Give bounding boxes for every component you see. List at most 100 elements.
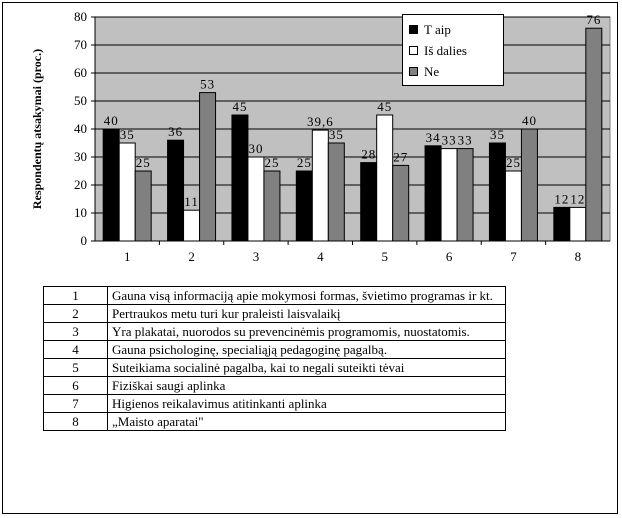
bar-3 <box>199 92 217 242</box>
data-label: 36 <box>168 124 183 139</box>
bar-2 <box>504 170 522 242</box>
x-tick-label: 8 <box>575 249 582 264</box>
category-legend-table: 1 Gauna visą informaciją apie mokymosi fo… <box>43 286 506 431</box>
bar-2 <box>311 129 329 242</box>
row-number: 1 <box>43 286 108 305</box>
bar-2 <box>183 209 201 242</box>
legend-label: Ne <box>424 63 440 79</box>
y-tick-label: 10 <box>74 205 87 220</box>
legend-label: Iš dalies <box>424 42 467 58</box>
bar-1 <box>295 170 313 242</box>
data-label: 27 <box>393 149 408 164</box>
row-description: „Maisto aparatai" <box>107 412 506 431</box>
row-description: Yra plakatai, nuorodos su prevencinėmis … <box>107 322 506 341</box>
legend-label: T aip <box>424 21 451 37</box>
table-row: 7 Higienos reikalavimus atitinkanti aplin… <box>43 394 506 413</box>
row-description: Gauna psichologinę, specialiąją pedagogi… <box>107 340 506 359</box>
bar-1 <box>553 206 571 242</box>
table-row: 2 Pertraukos metu turi kur praleisti lais… <box>43 304 506 323</box>
table-row: 4 Gauna psichologinę, specialiąją pedagog… <box>43 340 506 359</box>
data-label: 33 <box>458 133 473 148</box>
x-tick-label: 7 <box>510 249 517 264</box>
bar-2 <box>376 114 394 242</box>
row-number: 6 <box>43 376 108 395</box>
table-row: 8 „Maisto aparatai" <box>43 412 506 431</box>
data-label: 33 <box>442 133 457 148</box>
legend-item: Ne <box>409 61 497 82</box>
x-tick-label: 2 <box>188 249 195 264</box>
row-description: Fiziškai saugi aplinka <box>107 376 506 395</box>
bar-3 <box>263 170 281 242</box>
legend-swatch <box>409 25 418 34</box>
bar-3 <box>327 142 345 242</box>
row-description: Suteikiama socialinė pagalba, kai to neg… <box>107 358 506 377</box>
y-tick-label: 20 <box>74 177 87 192</box>
bar-3 <box>392 164 410 242</box>
data-label: 12 <box>570 191 585 206</box>
y-tick-label: 80 <box>74 9 87 24</box>
bar-1 <box>231 114 249 242</box>
data-label: 40 <box>522 113 537 128</box>
row-number: 8 <box>43 412 108 431</box>
row-description: Pertraukos metu turi kur praleisti laisv… <box>107 304 506 323</box>
data-label: 25 <box>136 155 151 170</box>
row-number: 5 <box>43 358 108 377</box>
bar-2 <box>247 156 265 242</box>
bar-3 <box>585 27 603 242</box>
row-number: 7 <box>43 394 108 413</box>
data-label: 45 <box>377 99 392 114</box>
legend-swatch <box>409 46 418 55</box>
y-tick-label: 50 <box>74 93 87 108</box>
bar-1 <box>488 142 506 242</box>
data-label: 35 <box>490 127 505 142</box>
data-label: 25 <box>297 155 312 170</box>
figure-frame <box>2 2 618 514</box>
row-number: 2 <box>43 304 108 323</box>
y-tick-label: 40 <box>74 121 87 136</box>
data-label: 53 <box>200 77 215 92</box>
legend-item: Iš dalies <box>409 40 497 61</box>
bar-1 <box>424 145 442 242</box>
data-label: 30 <box>248 141 263 156</box>
x-tick-label: 5 <box>381 249 388 264</box>
data-label: 35 <box>120 127 135 142</box>
bar-chart: 0 10 20 30 40 50 60 70 80 Respondentų atsakymai (… <box>30 9 611 264</box>
data-label: 12 <box>554 191 569 206</box>
data-label: 25 <box>506 155 521 170</box>
y-tick-label: 30 <box>74 149 87 164</box>
bar-3 <box>134 170 152 242</box>
bar-2 <box>569 206 587 242</box>
legend-item: T aip <box>409 19 497 40</box>
data-label: 34 <box>426 130 441 145</box>
row-description: Gauna visą informaciją apie mokymosi for… <box>107 286 506 305</box>
chart-legend: T aip Iš dalies Ne <box>402 14 504 86</box>
bar-2 <box>118 142 136 242</box>
bar-2 <box>440 148 458 242</box>
bar-1 <box>167 139 185 242</box>
data-label: 45 <box>232 99 247 114</box>
bar-1 <box>102 128 120 242</box>
y-tick-label: 60 <box>74 65 87 80</box>
x-tick-label: 4 <box>317 249 324 264</box>
row-number: 4 <box>43 340 108 359</box>
x-tick-label: 6 <box>446 249 453 264</box>
y-tick-label: 70 <box>74 37 87 52</box>
bar-3 <box>456 148 474 242</box>
bar-3 <box>520 128 538 242</box>
x-tick-label: 3 <box>253 249 260 264</box>
table-row: 3 Yra plakatai, nuorodos su prevencinėmis… <box>43 322 506 341</box>
x-tick-label: 1 <box>124 249 131 264</box>
y-tick-label: 0 <box>81 233 88 248</box>
table-row: 6 Fiziškai saugi aplinka <box>43 376 506 395</box>
y-axis-label: Respondentų atsakymai (proc.) <box>30 49 44 209</box>
data-label: 35 <box>329 127 344 142</box>
table-row: 5 Suteikiama socialinė pagalba, kai to ne… <box>43 358 506 377</box>
data-label: 28 <box>361 147 376 162</box>
data-label: 25 <box>264 155 279 170</box>
legend-swatch <box>409 67 418 76</box>
data-label: 40 <box>104 113 119 128</box>
data-label: 76 <box>586 12 601 27</box>
row-description: Higienos reikalavimus atitinkanti aplink… <box>107 394 506 413</box>
data-label: 11 <box>184 194 199 209</box>
data-label: 39,6 <box>307 114 334 129</box>
